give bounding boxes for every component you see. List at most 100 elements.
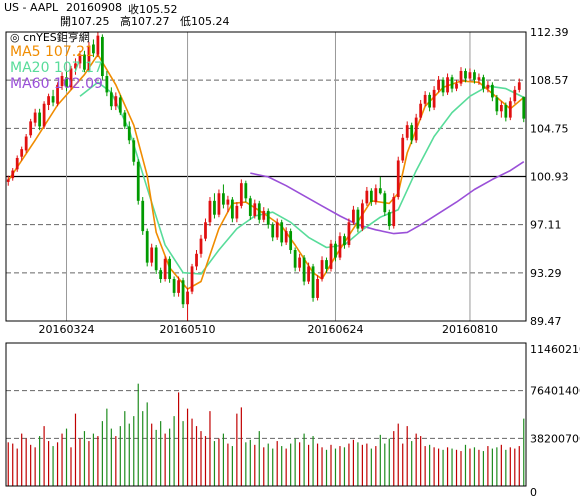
candle	[230, 197, 234, 223]
candle	[262, 207, 266, 223]
candle	[141, 197, 145, 235]
candle-body	[352, 209, 355, 223]
candle	[150, 243, 154, 267]
candle-body	[213, 200, 216, 215]
candle	[20, 146, 24, 161]
candle-body	[51, 96, 55, 103]
legend-ma60: MA60 102.09	[10, 76, 103, 92]
candle-body	[136, 161, 140, 201]
candle	[338, 232, 342, 261]
candle-body	[280, 222, 284, 243]
candle	[235, 202, 239, 223]
candle-body	[154, 247, 158, 271]
candle-body	[298, 257, 302, 268]
candle	[329, 239, 333, 272]
price-y-tick: 100.93	[530, 171, 569, 184]
candle-body	[343, 236, 346, 245]
candle	[217, 189, 221, 218]
candle	[482, 74, 485, 93]
low-label: 低105.24	[180, 15, 230, 28]
candle-body	[244, 183, 248, 199]
candle-body	[217, 193, 221, 215]
candle	[83, 50, 86, 73]
price-y-tick: 104.75	[530, 122, 569, 135]
candle	[432, 86, 436, 111]
candle-body	[150, 247, 154, 263]
volume-y-tick: 114602100	[530, 343, 580, 356]
candle-body	[96, 35, 100, 55]
candle	[190, 263, 194, 295]
candle-body	[168, 258, 172, 280]
candle-body	[257, 203, 261, 220]
candle-body	[60, 76, 64, 87]
candle-body	[226, 199, 230, 205]
volume-y-tick: 0	[530, 486, 537, 499]
candle	[38, 108, 42, 131]
chart-header: US - AAPL 20160908 收105.52 開107.25 高107.…	[0, 0, 580, 30]
x-tick-label: 20160810	[442, 323, 498, 336]
candle	[248, 195, 252, 220]
candle	[334, 241, 337, 262]
candle-body	[423, 94, 427, 104]
candle-body	[513, 89, 517, 102]
candle-body	[24, 136, 28, 151]
candle-body	[473, 72, 476, 80]
candle	[468, 68, 472, 82]
candle-body	[401, 137, 405, 161]
candle	[109, 87, 113, 111]
candle	[136, 159, 140, 205]
candle	[464, 68, 467, 83]
candle	[257, 200, 261, 224]
candle-body	[186, 291, 189, 305]
candle	[352, 205, 355, 225]
candle-body	[419, 103, 423, 118]
candle-body	[325, 260, 328, 269]
candle-body	[69, 68, 73, 88]
candle	[118, 94, 122, 116]
candle-body	[311, 266, 315, 298]
candle-body	[374, 188, 378, 203]
candle-body	[293, 250, 297, 268]
candle	[396, 156, 400, 200]
candle-body	[334, 243, 337, 258]
candle	[15, 155, 19, 172]
symbol-label: US - AAPL	[4, 1, 59, 14]
candle-body	[114, 96, 118, 107]
candle-body	[289, 231, 293, 251]
price-panel-frame	[5, 31, 527, 322]
candle	[60, 72, 64, 90]
candle-body	[432, 89, 436, 108]
candle	[100, 34, 104, 80]
candle	[441, 77, 445, 97]
candle	[69, 65, 73, 90]
candle	[96, 31, 100, 58]
candle-body	[275, 222, 279, 238]
candle	[127, 121, 131, 145]
candle-body	[490, 84, 494, 98]
candle-body	[455, 83, 458, 89]
candle	[177, 276, 180, 297]
candle-body	[6, 179, 10, 182]
candle	[208, 197, 212, 227]
candle	[186, 287, 189, 321]
candle-body	[105, 76, 109, 93]
candle	[419, 99, 423, 121]
candle	[42, 101, 46, 129]
x-tick-label: 20160324	[39, 323, 95, 336]
price-y-tick: 108.57	[530, 74, 569, 87]
candle-body	[414, 117, 418, 141]
candlestick-layer	[6, 31, 526, 321]
candle	[446, 73, 449, 95]
candle-body	[83, 54, 86, 70]
candle	[423, 91, 427, 107]
legend-ma20: MA20 107.17	[10, 60, 103, 76]
candle	[293, 247, 297, 272]
candle	[195, 250, 198, 271]
candle-body	[396, 160, 400, 198]
candle-body	[100, 36, 104, 77]
candle-body	[459, 70, 463, 84]
candle-body	[441, 79, 445, 93]
price-y-tick: 112.39	[530, 26, 569, 39]
volume-layer	[7, 383, 525, 486]
candle-body	[262, 210, 266, 220]
